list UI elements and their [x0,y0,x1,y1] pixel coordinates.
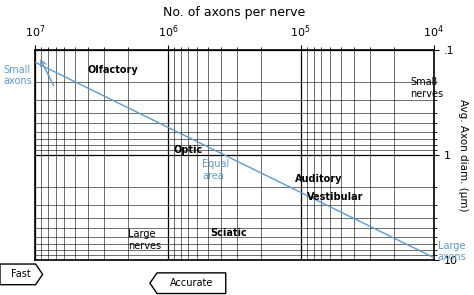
Y-axis label: Avg. Axon diam. (μm): Avg. Axon diam. (μm) [458,99,468,211]
Text: Large
nerves: Large nerves [128,230,161,251]
Text: Large
axons: Large axons [438,241,466,262]
Text: Equal
area: Equal area [202,159,229,181]
Text: Accurate: Accurate [170,278,213,288]
Text: Optic: Optic [174,145,203,155]
Text: Small
axons: Small axons [3,65,32,86]
Title: No. of axons per nerve: No. of axons per nerve [163,6,305,19]
Text: Vestibular: Vestibular [307,192,363,202]
Text: Olfactory: Olfactory [88,65,138,75]
Text: Auditory: Auditory [295,174,343,184]
Text: Sciatic: Sciatic [210,228,247,238]
Text: Small
nerves: Small nerves [410,77,443,99]
Text: Fast: Fast [11,269,31,279]
